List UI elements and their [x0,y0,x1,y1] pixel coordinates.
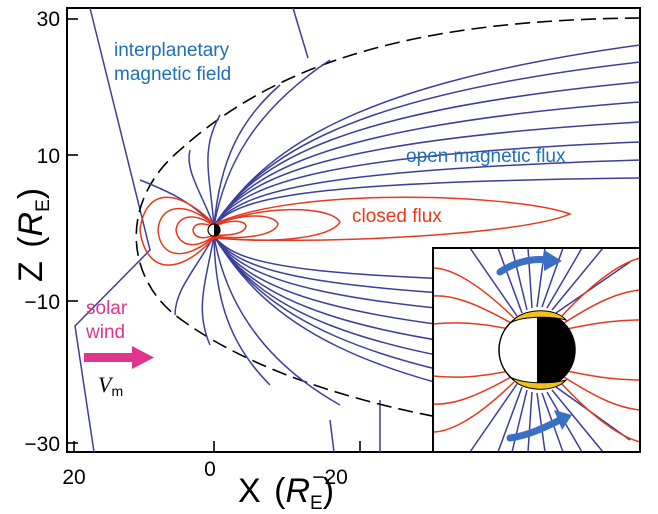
y-tick-label: 30 [37,8,60,31]
y-tick-label: −10 [24,291,60,314]
solar-wind-label-line1: solar [86,298,128,319]
closed-flux-lines [139,196,572,266]
inset-earth [498,311,576,389]
svg-text:Z (RE): Z (RE) [12,188,54,282]
solar-wind-arrow-icon [84,346,154,369]
auroral-oval [510,310,568,390]
magnetopause [135,17,641,441]
x-axis-title: X (RE) [238,472,334,514]
solar-wind-label-line2: wind [85,322,125,343]
x-axis-unit: R [285,472,310,510]
y-axis-unit: R [12,212,50,237]
velocity-symbol: V [98,372,114,397]
inset-open-lines [469,248,631,452]
inset-panel [432,247,641,453]
svg-text:X (RE): X (RE) [238,472,334,514]
x-axis-unit-sub: E [310,493,323,514]
flux-transport-arrow-icon [506,410,572,442]
flux-transport-arrow-icon [496,250,562,276]
inset-closed-lines [433,257,640,443]
x-tick-label: 20 [62,466,85,489]
y-axis-unit-sub: E [33,199,54,212]
y-tick-label: 10 [37,145,60,168]
x-tick-label: 0 [204,458,216,481]
axis-ticks [67,18,361,452]
x-tick-label: −20 [312,466,348,489]
y-axis-title: Z (RE) [12,188,54,282]
imf-field-lines [74,7,381,453]
x-axis-label: X [238,472,261,510]
velocity-label: Vm [98,372,123,399]
velocity-subscript: m [111,383,123,399]
y-tick-label: −30 [24,433,60,456]
open-flux-label: open magnetic flux [406,146,566,167]
earth [207,223,221,237]
closed-flux-label: closed flux [352,206,442,227]
plot-frame [66,7,641,453]
imf-label-line2: magnetic field [114,64,231,85]
y-axis-label: Z [12,261,50,282]
imf-label-line1: interplanetary [114,40,230,61]
